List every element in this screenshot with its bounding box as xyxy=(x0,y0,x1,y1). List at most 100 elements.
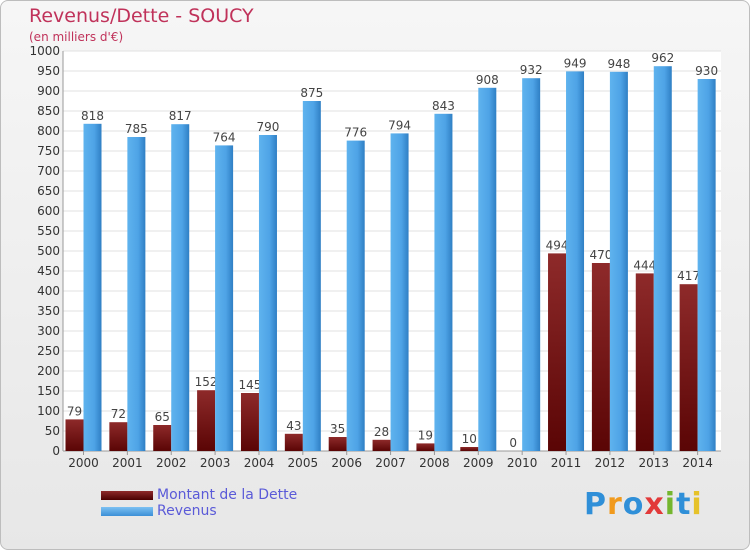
y-tick-label: 300 xyxy=(37,324,60,338)
bar-revenus xyxy=(697,79,716,451)
y-tick-label: 200 xyxy=(37,364,60,378)
data-label-dette: 470 xyxy=(589,248,612,262)
y-tick-label: 550 xyxy=(37,224,60,238)
bar-revenus xyxy=(346,140,365,451)
legend-label-revenus: Revenus xyxy=(157,503,217,519)
chart-subtitle: (en milliers d'€) xyxy=(29,30,124,44)
logo-letter: o xyxy=(622,487,645,522)
y-tick-label: 0 xyxy=(52,444,60,458)
logo-letter: i xyxy=(664,487,677,522)
x-tick-label: 2002 xyxy=(156,456,187,470)
y-tick-label: 750 xyxy=(37,144,60,158)
bar-revenus xyxy=(566,71,585,452)
bar-dette xyxy=(460,447,479,451)
data-label-revenus: 962 xyxy=(651,51,674,65)
data-label-revenus: 875 xyxy=(300,86,323,100)
logo-letter: i xyxy=(691,487,703,522)
y-tick-label: 400 xyxy=(37,284,60,298)
bar-revenus xyxy=(258,135,277,451)
bar-dette xyxy=(548,253,567,451)
x-tick-label: 2007 xyxy=(375,456,406,470)
x-tick-label: 2006 xyxy=(331,456,362,470)
bar-revenus xyxy=(653,66,672,451)
bar-revenus xyxy=(434,113,453,452)
bar-dette xyxy=(679,284,698,451)
data-label-revenus: 948 xyxy=(607,57,630,71)
bar-revenus xyxy=(215,145,234,451)
data-label-revenus: 908 xyxy=(476,73,499,87)
y-tick-label: 1000 xyxy=(29,44,60,58)
data-label-dette: 79 xyxy=(67,404,82,418)
data-label-revenus: 776 xyxy=(344,126,367,140)
x-tick-label: 2014 xyxy=(682,456,713,470)
x-tick-label: 2008 xyxy=(419,456,450,470)
data-label-revenus: 930 xyxy=(695,64,718,78)
legend-item-dette: Montant de la Dette xyxy=(101,487,297,503)
logo-letter: x xyxy=(644,487,665,522)
data-label-dette: 19 xyxy=(418,428,433,442)
data-label-dette: 494 xyxy=(546,238,569,252)
bar-revenus xyxy=(127,137,146,451)
data-label-revenus: 932 xyxy=(520,63,543,77)
legend-swatch-dette xyxy=(101,490,153,500)
bar-revenus xyxy=(171,124,190,451)
legend: Montant de la Dette Revenus xyxy=(101,487,297,519)
bar-dette xyxy=(284,433,303,451)
data-label-dette: 152 xyxy=(195,375,218,389)
legend-swatch-revenus xyxy=(101,506,153,516)
data-label-dette: 43 xyxy=(286,419,301,433)
data-label-revenus: 843 xyxy=(432,99,455,113)
x-tick-label: 2004 xyxy=(244,456,275,470)
y-tick-label: 350 xyxy=(37,304,60,318)
x-tick-label: 2005 xyxy=(288,456,319,470)
data-label-revenus: 817 xyxy=(169,109,192,123)
x-tick-label: 2012 xyxy=(595,456,626,470)
bar-revenus xyxy=(83,123,102,452)
y-tick-label: 700 xyxy=(37,164,60,178)
y-tick-label: 50 xyxy=(45,424,60,438)
bar-dette xyxy=(591,263,610,451)
data-label-dette: 417 xyxy=(677,269,700,283)
bar-dette xyxy=(153,425,172,451)
logo-letter: P xyxy=(584,487,607,522)
data-label-revenus: 785 xyxy=(125,122,148,136)
legend-label-dette: Montant de la Dette xyxy=(157,487,298,503)
y-tick-label: 500 xyxy=(37,244,60,258)
bar-revenus xyxy=(609,71,628,452)
y-tick-label: 600 xyxy=(37,204,60,218)
bar-revenus xyxy=(478,87,497,452)
data-label-revenus: 794 xyxy=(388,118,411,132)
x-tick-label: 2000 xyxy=(68,456,99,470)
bar-revenus xyxy=(302,101,321,451)
data-label-dette: 0 xyxy=(509,436,517,450)
y-tick-label: 800 xyxy=(37,124,60,138)
y-tick-label: 450 xyxy=(37,264,60,278)
logo-letter: t xyxy=(676,487,692,522)
data-label-dette: 72 xyxy=(111,407,126,421)
y-tick-label: 100 xyxy=(37,404,60,418)
bar-dette xyxy=(372,439,391,451)
data-label-dette: 444 xyxy=(633,258,656,272)
data-label-revenus: 949 xyxy=(564,56,587,70)
x-tick-label: 2011 xyxy=(551,456,582,470)
data-label-dette: 35 xyxy=(330,422,345,436)
bar-dette xyxy=(416,443,435,451)
bar-dette xyxy=(635,273,654,451)
y-tick-label: 650 xyxy=(37,184,60,198)
bar-dette xyxy=(65,419,84,451)
data-label-dette: 10 xyxy=(462,432,477,446)
data-label-dette: 28 xyxy=(374,425,389,439)
bar-revenus xyxy=(390,133,409,451)
x-tick-label: 2001 xyxy=(112,456,143,470)
bar-revenus xyxy=(522,78,541,451)
data-label-revenus: 790 xyxy=(257,120,280,134)
data-label-dette: 145 xyxy=(239,378,262,392)
data-label-revenus: 818 xyxy=(81,109,104,123)
bar-dette xyxy=(197,390,216,451)
data-label-revenus: 764 xyxy=(213,130,236,144)
y-tick-label: 950 xyxy=(37,64,60,78)
x-tick-label: 2003 xyxy=(200,456,231,470)
bar-dette xyxy=(109,422,128,451)
y-tick-label: 900 xyxy=(37,84,60,98)
